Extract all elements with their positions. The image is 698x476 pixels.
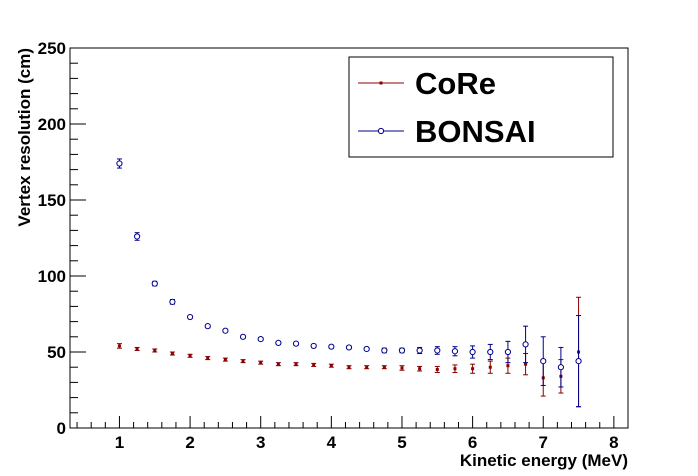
core-point [188, 354, 192, 358]
core-point [117, 344, 121, 348]
bonsai-point [363, 345, 370, 353]
y-tick-label: 50 [47, 343, 66, 362]
bonsai-point [345, 344, 353, 351]
bonsai-point [116, 160, 123, 167]
bonsai-point [451, 348, 459, 355]
bonsai-point [381, 347, 388, 354]
y-axis-title: Vertex resolution (cm) [15, 48, 34, 227]
bonsai-point [169, 298, 176, 305]
legend-entry-core: CoRe [358, 66, 496, 101]
legend-core-marker [379, 81, 383, 85]
x-tick-label: 7 [539, 433, 548, 452]
series-bonsai [116, 158, 582, 408]
core-point [453, 367, 457, 371]
data-series [116, 158, 582, 408]
core-point [276, 362, 280, 366]
core-point [259, 361, 263, 365]
x-axis-title: Kinetic energy (MeV) [460, 451, 628, 470]
bonsai-point [469, 348, 476, 356]
bonsai-point [134, 233, 141, 240]
bonsai-point [275, 339, 282, 346]
bonsai-point [239, 333, 247, 340]
legend-bonsai-label: BONSAI [415, 114, 536, 149]
core-point [435, 367, 439, 371]
tick-marks: 1 2 3 4 5 6 7 8 0 50 100 150 200 250 [38, 39, 629, 452]
legend-box [348, 56, 614, 158]
y-tick-label: 0 [57, 419, 66, 438]
core-point [153, 348, 157, 352]
bonsai-point [257, 335, 264, 343]
bonsai-point [398, 347, 406, 354]
y-tick-label: 250 [38, 39, 66, 58]
x-tick-label: 2 [185, 433, 194, 452]
bonsai-point [540, 358, 547, 365]
legend: CoRe BONSAI [348, 56, 614, 158]
legend-core-label: CoRe [415, 66, 496, 101]
core-point [488, 365, 492, 369]
core-point [206, 356, 210, 360]
y-tick-label: 200 [38, 115, 66, 134]
x-tick-label: 8 [609, 433, 618, 452]
bonsai-point [186, 313, 194, 321]
x-tick-label: 5 [397, 433, 406, 452]
core-point [524, 362, 528, 366]
bonsai-point [204, 323, 211, 330]
bonsai-point [222, 327, 229, 334]
y-tick-label: 150 [38, 191, 66, 210]
plot-frame [69, 47, 629, 429]
x-tick-label: 1 [115, 433, 124, 452]
x-tick-label: 4 [327, 433, 337, 452]
core-point [329, 364, 333, 368]
core-point [223, 358, 227, 362]
core-point [241, 359, 245, 363]
legend-bonsai-marker [377, 127, 385, 135]
core-point [471, 367, 475, 371]
series-core [116, 296, 582, 408]
bonsai-point [557, 364, 564, 371]
bonsai-point [328, 343, 335, 350]
bonsai-point [310, 342, 317, 350]
core-point [506, 364, 510, 368]
core-point [294, 362, 298, 366]
core-point [312, 363, 316, 367]
core-point [418, 367, 422, 371]
bonsai-point [487, 348, 494, 356]
legend-entry-bonsai: BONSAI [358, 114, 536, 149]
core-point [170, 352, 174, 356]
bonsai-point [434, 347, 441, 354]
core-point [365, 365, 369, 369]
bonsai-point [522, 341, 529, 348]
core-point [135, 347, 139, 351]
bonsai-point [416, 347, 423, 354]
bonsai-point [151, 280, 158, 287]
bonsai-point [504, 348, 512, 356]
y-tick-label: 100 [38, 267, 66, 286]
x-tick-label: 6 [468, 433, 477, 452]
bonsai-point [292, 340, 300, 347]
bonsai-point [575, 358, 582, 365]
x-tick-label: 3 [256, 433, 265, 452]
core-point [347, 365, 351, 369]
core-point [382, 365, 386, 369]
core-point [400, 366, 404, 370]
